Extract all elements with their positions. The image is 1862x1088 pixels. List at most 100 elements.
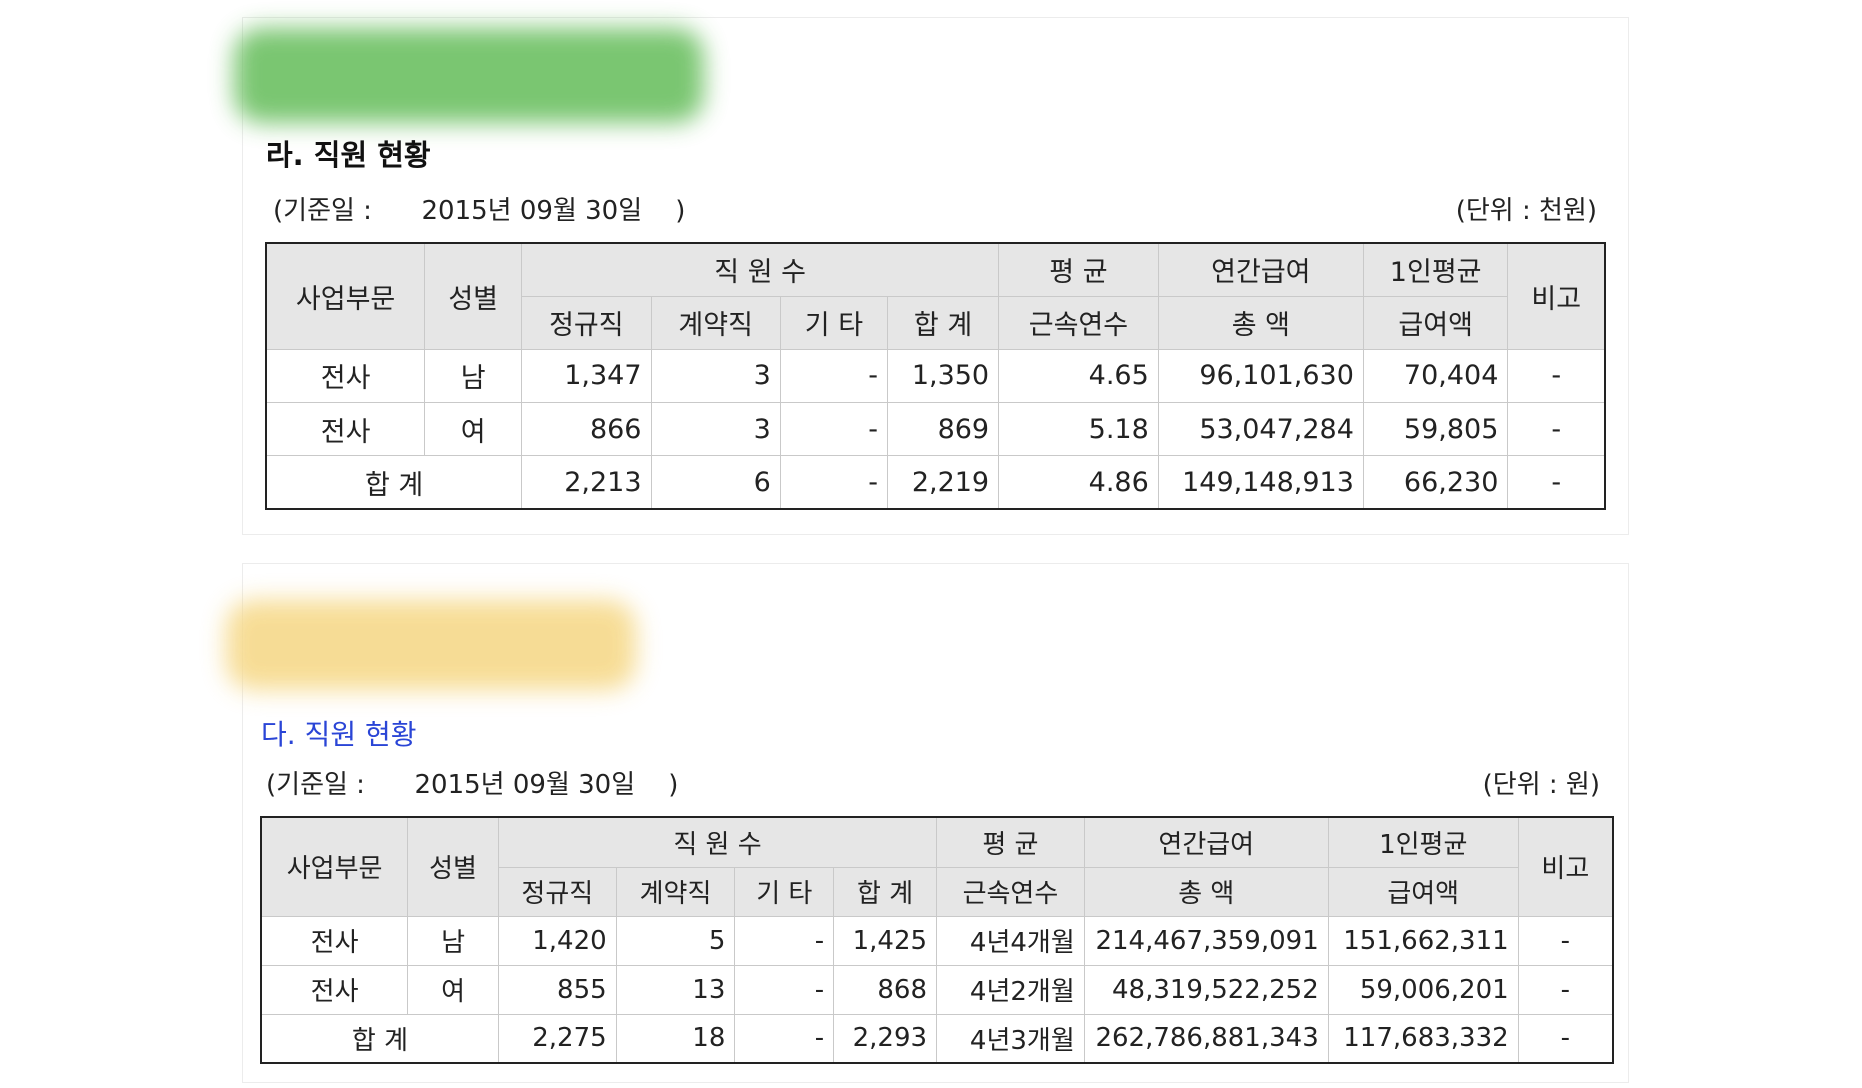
cell-other: - <box>734 915 835 966</box>
blurred-logo-yellow <box>226 600 636 690</box>
header-remarks: 비고 <box>1517 816 1614 917</box>
header-gender: 성별 <box>407 816 499 917</box>
header-staff-count: 직 원 수 <box>521 242 1000 297</box>
table-row: 전사 남 1,420 5 - 1,425 4년4개월 214,467,359,0… <box>260 915 1614 966</box>
cell-total: 868 <box>833 964 938 1015</box>
header-per-bottom: 급여액 <box>1327 866 1519 917</box>
header-regular: 정규직 <box>521 295 652 350</box>
cell-other: - <box>734 964 835 1015</box>
cell-annual: 262,786,881,343 <box>1083 1013 1329 1064</box>
cell-gender: 여 <box>407 964 499 1015</box>
table-row: 전사 여 866 3 - 869 5.18 53,047,284 59,805 … <box>265 402 1606 457</box>
cell-regular: 1,420 <box>497 915 617 966</box>
cell-regular: 2,275 <box>497 1013 617 1064</box>
cell-gender: 남 <box>424 348 523 404</box>
cell-contract: 13 <box>615 964 736 1015</box>
header-division: 사업부문 <box>265 242 426 350</box>
cell-per: 66,230 <box>1362 455 1509 510</box>
table-row: 전사 남 1,347 3 - 1,350 4.65 96,101,630 70,… <box>265 348 1606 404</box>
cell-regular: 2,213 <box>521 455 652 510</box>
cell-contract: 3 <box>650 402 781 457</box>
cell-annual: 53,047,284 <box>1157 402 1364 457</box>
section-title: 다. 직원 현황 <box>261 718 417 751</box>
staff-table: 사업부문 성별 직 원 수 평 균 연간급여 1인평균 비고 정규직 계약직 기… <box>265 242 1606 510</box>
header-per-bottom: 급여액 <box>1362 295 1509 350</box>
reference-date: (기준일 : 2015년 09월 30일 ) <box>266 770 679 800</box>
cell-gender: 남 <box>407 915 499 966</box>
cell-per: 59,006,201 <box>1327 964 1519 1015</box>
cell-per: 59,805 <box>1362 402 1509 457</box>
cell-tenure: 4년4개월 <box>936 915 1085 966</box>
cell-annual: 96,101,630 <box>1157 348 1364 404</box>
table-row: 전사 여 855 13 - 868 4년2개월 48,319,522,252 5… <box>260 964 1614 1015</box>
cell-contract: 5 <box>615 915 736 966</box>
cell-division: 전사 <box>260 915 409 966</box>
cell-remarks: - <box>1517 1013 1614 1064</box>
cell-per: 70,404 <box>1362 348 1509 404</box>
cell-total-label: 합 계 <box>265 455 523 510</box>
cell-total: 1,350 <box>886 348 1000 404</box>
header-regular: 정규직 <box>497 866 617 917</box>
cell-total: 2,293 <box>833 1013 938 1064</box>
cell-total: 1,425 <box>833 915 938 966</box>
cell-per: 117,683,332 <box>1327 1013 1519 1064</box>
cell-other: - <box>734 1013 835 1064</box>
cell-total: 869 <box>886 402 1000 457</box>
header-subtotal: 합 계 <box>833 866 938 917</box>
reference-date: (기준일 : 2015년 09월 30일 ) <box>273 196 686 226</box>
staff-table: 사업부문 성별 직 원 수 평 균 연간급여 1인평균 비고 정규직 계약직 기… <box>260 816 1614 1064</box>
header-avg-top: 평 균 <box>936 816 1085 868</box>
cell-division: 전사 <box>265 402 426 457</box>
header-division: 사업부문 <box>260 816 409 917</box>
cell-tenure: 5.18 <box>998 402 1159 457</box>
cell-other: - <box>779 402 888 457</box>
cell-tenure: 4.86 <box>998 455 1159 510</box>
header-per-top: 1인평균 <box>1362 242 1509 297</box>
cell-annual: 149,148,913 <box>1157 455 1364 510</box>
cell-remarks: - <box>1517 915 1614 966</box>
cell-other: - <box>779 348 888 404</box>
header-contract: 계약직 <box>650 295 781 350</box>
cell-remarks: - <box>1517 964 1614 1015</box>
header-avg-bottom: 근속연수 <box>936 866 1085 917</box>
total-row: 합 계 2,275 18 - 2,293 4년3개월 262,786,881,3… <box>260 1013 1614 1064</box>
section-title: 라. 직원 현황 <box>266 138 431 172</box>
cell-tenure: 4년3개월 <box>936 1013 1085 1064</box>
cell-contract: 3 <box>650 348 781 404</box>
cell-gender: 여 <box>424 402 523 457</box>
cell-remarks: - <box>1507 402 1606 457</box>
cell-total: 2,219 <box>886 455 1000 510</box>
unit-note: (단위 : 천원) <box>1455 196 1597 226</box>
cell-total-label: 합 계 <box>260 1013 499 1064</box>
cell-division: 전사 <box>265 348 426 404</box>
cell-per: 151,662,311 <box>1327 915 1519 966</box>
header-contract: 계약직 <box>615 866 736 917</box>
header-annual-bottom: 총 액 <box>1083 866 1329 917</box>
blurred-logo-green <box>234 28 704 123</box>
cell-contract: 18 <box>615 1013 736 1064</box>
cell-remarks: - <box>1507 455 1606 510</box>
header-subtotal: 합 계 <box>886 295 1000 350</box>
header-annual-top: 연간급여 <box>1083 816 1329 868</box>
cell-regular: 855 <box>497 964 617 1015</box>
cell-annual: 48,319,522,252 <box>1083 964 1329 1015</box>
cell-tenure: 4.65 <box>998 348 1159 404</box>
cell-tenure: 4년2개월 <box>936 964 1085 1015</box>
cell-regular: 866 <box>521 402 652 457</box>
header-annual-bottom: 총 액 <box>1157 295 1364 350</box>
header-gender: 성별 <box>424 242 523 350</box>
header-other: 기 타 <box>734 866 835 917</box>
header-avg-top: 평 균 <box>998 242 1159 297</box>
cell-other: - <box>779 455 888 510</box>
header-staff-count: 직 원 수 <box>497 816 938 868</box>
cell-division: 전사 <box>260 964 409 1015</box>
cell-regular: 1,347 <box>521 348 652 404</box>
cell-annual: 214,467,359,091 <box>1083 915 1329 966</box>
unit-note: (단위 : 원) <box>1482 770 1600 800</box>
header-other: 기 타 <box>779 295 888 350</box>
total-row: 합 계 2,213 6 - 2,219 4.86 149,148,913 66,… <box>265 455 1606 510</box>
header-avg-bottom: 근속연수 <box>998 295 1159 350</box>
header-per-top: 1인평균 <box>1327 816 1519 868</box>
cell-remarks: - <box>1507 348 1606 404</box>
cell-contract: 6 <box>650 455 781 510</box>
